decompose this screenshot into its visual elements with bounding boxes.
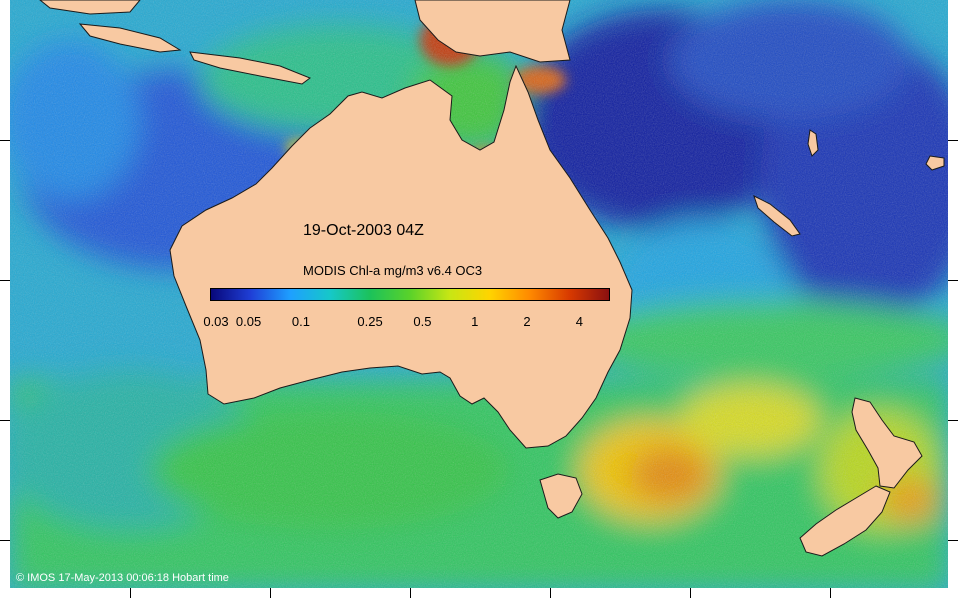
vanuatu	[807, 129, 819, 157]
java	[78, 23, 182, 53]
frame-tick	[948, 140, 958, 141]
frame-tick	[690, 588, 691, 598]
legend-colorbar	[210, 288, 610, 301]
land	[39, 0, 945, 557]
frame-tick	[270, 588, 271, 598]
new-guinea	[414, 0, 571, 63]
frame-tick	[130, 588, 131, 598]
frame-tick	[948, 280, 958, 281]
chlorophyll-map[interactable]	[10, 0, 948, 588]
legend-tick-label: 2	[523, 314, 531, 329]
frame-tick	[0, 420, 10, 421]
frame-tick	[0, 540, 10, 541]
tasmania	[539, 473, 583, 519]
frame-tick	[0, 280, 10, 281]
legend-tick-label: 0.03	[203, 314, 229, 329]
australia	[169, 64, 633, 449]
legend-tick-label: 0.05	[235, 314, 262, 329]
frame-tick	[0, 140, 10, 141]
legend-title: MODIS Chl-a mg/m3 v6.4 OC3	[303, 263, 483, 278]
new-zealand-south	[799, 485, 891, 557]
credit-text: © IMOS 17-May-2013 00:06:18 Hobart time	[16, 572, 229, 584]
legend-tick-label: 4	[575, 314, 583, 329]
map-title: 19-Oct-2003 04Z	[303, 222, 424, 239]
legend-tick-label: 0.1	[291, 314, 310, 329]
legend-tick-label: 1	[471, 314, 479, 329]
fiji	[925, 155, 945, 171]
borneo-edge	[39, 0, 141, 15]
legend-tick-label: 0.25	[357, 314, 383, 329]
frame-tick	[948, 540, 958, 541]
frame-tick	[410, 588, 411, 598]
frame-tick	[948, 420, 958, 421]
nusa-tenggara	[189, 51, 312, 85]
new-caledonia	[753, 195, 801, 237]
map-frame	[10, 0, 948, 588]
new-zealand-north	[851, 397, 923, 489]
legend-tick-label: 0.5	[413, 314, 432, 329]
frame-tick	[830, 588, 831, 598]
frame-tick	[550, 588, 551, 598]
